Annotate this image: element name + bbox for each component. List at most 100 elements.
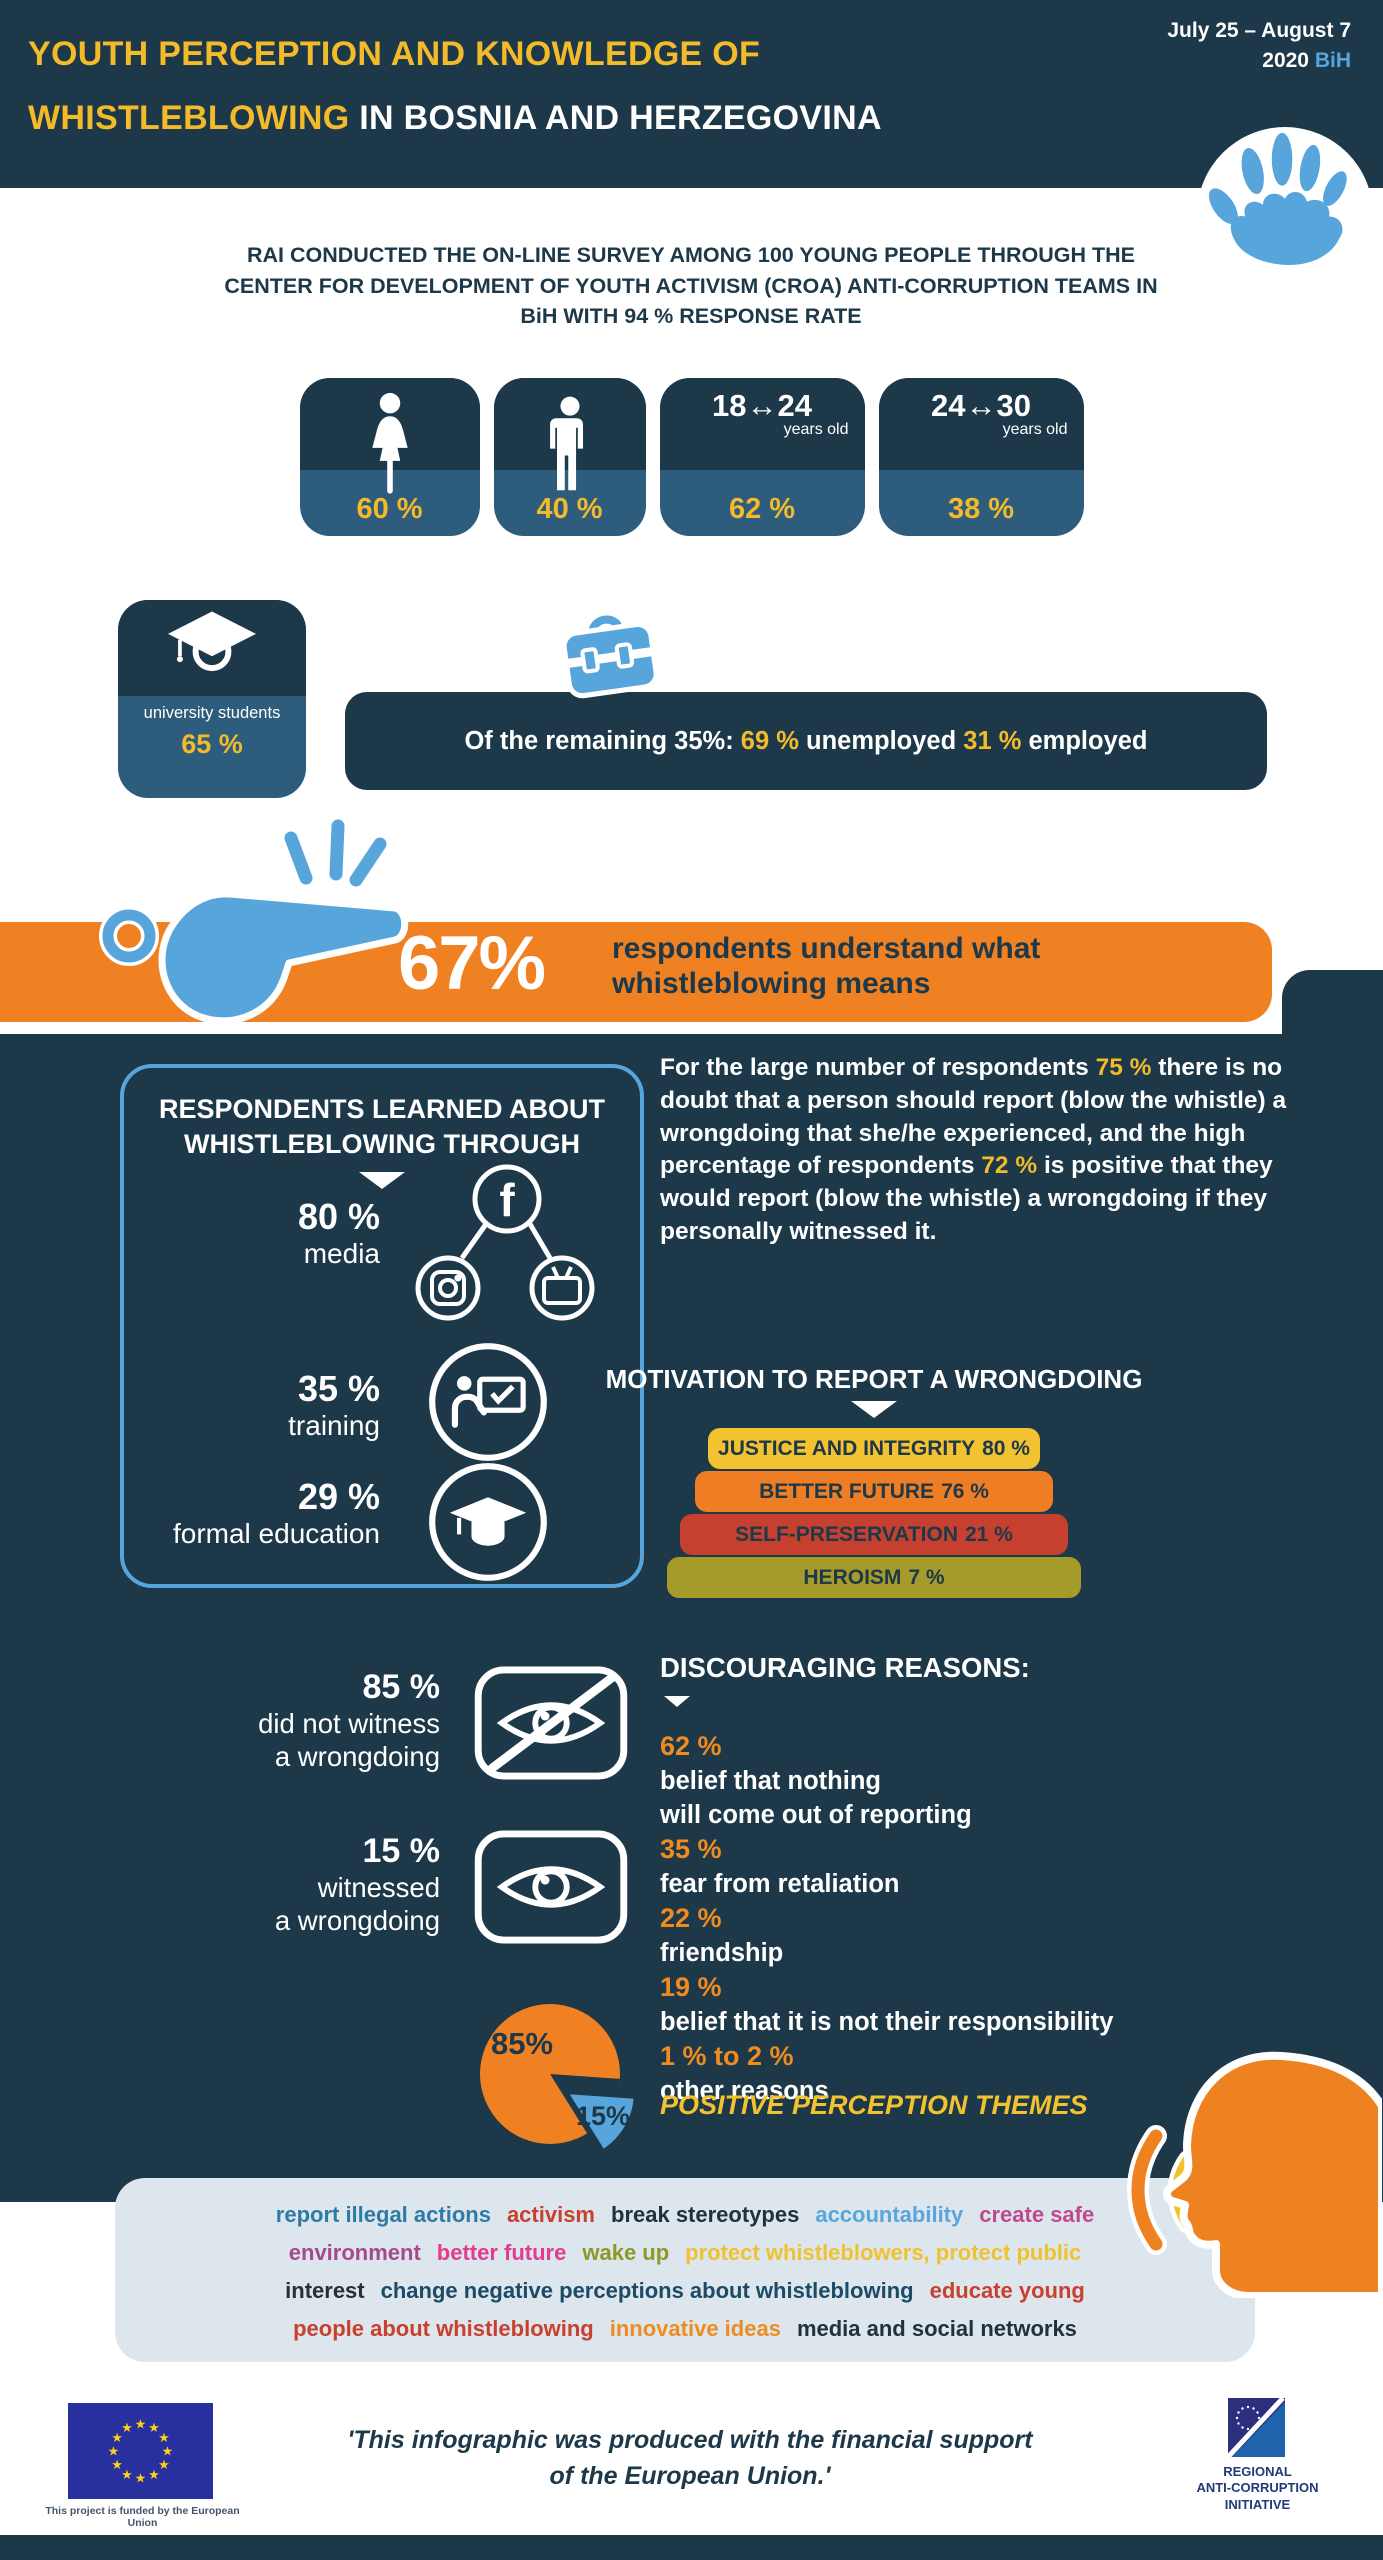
survey-date: July 25 – August 7 2020 BiH <box>1167 16 1351 76</box>
dark-corner <box>1282 970 1383 1034</box>
university-card: university students 65 % <box>118 600 306 798</box>
formal-education-icon <box>426 1460 550 1589</box>
whistle-icon <box>95 816 425 1039</box>
theme-word: educate young <box>929 2278 1085 2303</box>
theme-word: change negative perceptions about whistl… <box>380 2278 914 2303</box>
facebook-icon: f <box>499 1174 515 1226</box>
banner-value: 67% <box>398 921 546 1006</box>
date-year: 2020 <box>1262 49 1315 72</box>
theme-word: innovative ideas <box>609 2316 781 2341</box>
svg-text:★: ★ <box>162 2444 174 2459</box>
page-title: YOUTH PERCEPTION AND KNOWLEDGE OF WHISTL… <box>28 22 882 150</box>
triangle-down-icon <box>664 1696 690 1707</box>
theme-word: accountability <box>815 2202 964 2227</box>
age1-sub: years old <box>783 421 849 438</box>
did-not-witness-value: 85 % <box>362 1668 441 1706</box>
bar-label: SELF-PRESERVATION <box>735 1522 958 1546</box>
bar-label: HEROISM <box>803 1565 902 1589</box>
learned-title-line1: RESPONDENTS LEARNED ABOUT <box>158 1094 606 1124</box>
theme-line-4: people about whistleblowing innovative id… <box>115 2310 1255 2348</box>
item-value: 62 % <box>660 1731 722 1761</box>
motivation-block: MOTIVATION TO REPORT A WRONGDOING JUSTIC… <box>600 1364 1148 1598</box>
svg-text:★: ★ <box>158 2430 170 2445</box>
item-label: belief that it is not their responsibili… <box>660 2008 1114 2036</box>
svg-text:★: ★ <box>135 2417 147 2432</box>
employment-prefix: Of the remaining 35%: <box>464 726 741 755</box>
item-label: other reasons <box>660 2077 829 2105</box>
card-female: 60 % <box>299 378 480 536</box>
theme-line-2: environment better future wake up protect w… <box>115 2234 1255 2272</box>
discouraging-item: 35 % fear from retaliation <box>660 1832 1340 1901</box>
briefcase-icon <box>553 596 665 713</box>
witness-pie-chart: 85% 15% <box>450 1982 670 2199</box>
item-value: 35 % <box>660 1834 722 1864</box>
learned-box: RESPONDENTS LEARNED ABOUT WHISTLEBLOWING… <box>120 1064 644 1588</box>
report-paragraph: For the large number of respondents 75 %… <box>660 1052 1300 1249</box>
female-value: 60 % <box>356 493 423 525</box>
motivation-bar-selfpreservation: SELF-PRESERVATION 21 % <box>680 1514 1068 1555</box>
age1-to: 24 <box>777 388 812 423</box>
item-value: 22 % <box>660 1903 722 1933</box>
rai-line2: ANTI-CORRUPTION <box>1196 2480 1319 2496</box>
svg-text:★: ★ <box>148 2420 160 2435</box>
bar-value: 80 % <box>982 1436 1030 1460</box>
discouraging-item: 22 % friendship <box>660 1901 1340 1970</box>
education-label: formal education <box>172 1518 380 1549</box>
card-age-24-30: 24↔30 years old 38 % <box>878 378 1084 536</box>
positive-themes-title: POSITIVE PERCEPTION THEMES <box>660 2090 1088 2120</box>
left-right-arrow-icon: ↔ <box>965 388 997 423</box>
motivation-bar-justice: JUSTICE AND INTEGRITY 80 % <box>708 1428 1040 1469</box>
did-not-witness-block: 85 % did not witness a wrongdoing <box>130 1668 440 1773</box>
hand-badge <box>1197 127 1373 303</box>
unemployed-value: 69 % <box>740 726 799 755</box>
employed-value: 31 % <box>963 726 1022 755</box>
rai-logo-icon <box>1226 2396 1285 2462</box>
male-icon <box>494 392 646 500</box>
theme-word: environment <box>288 2240 421 2265</box>
triangle-down-icon <box>851 1401 897 1418</box>
svg-text:★: ★ <box>121 2467 133 2482</box>
training-label: training <box>288 1410 380 1441</box>
theme-word: better future <box>436 2240 567 2265</box>
triangle-down-icon <box>359 1172 405 1190</box>
quote-line2: of the European Union.' <box>549 2462 831 2491</box>
theme-word: wake up <box>582 2240 670 2265</box>
item-label: friendship <box>660 1939 784 1967</box>
svg-text:★: ★ <box>111 2430 123 2445</box>
motivation-bar-future: BETTER FUTURE 76 % <box>695 1471 1053 1512</box>
employment-box: Of the remaining 35%: 69 % unemployed 31… <box>345 692 1267 790</box>
learned-title-line2: WHISTLEBLOWING THROUGH <box>184 1129 580 1160</box>
card-age2-top <box>878 378 1084 470</box>
discouraging-block: DISCOURAGING REASONS: 62 % belief that n… <box>660 1652 1340 2108</box>
learned-title: RESPONDENTS LEARNED ABOUT WHISTLEBLOWING… <box>124 1092 640 1162</box>
demographic-cards: 60 % 40 % 18↔24 years old 62 % 24↔30 yea… <box>0 378 1383 536</box>
item-label: will come out of reporting <box>660 1801 972 1829</box>
university-value: 65 % <box>181 729 243 759</box>
intro-text: RAI CONDUCTED THE ON-LINE SURVEY AMONG 1… <box>224 243 1158 329</box>
media-value: 80 % <box>297 1196 380 1237</box>
svg-text:★: ★ <box>158 2457 170 2472</box>
age2-value: 38 % <box>947 493 1015 525</box>
main-section: RESPONDENTS LEARNED ABOUT WHISTLEBLOWING… <box>0 1034 1383 2300</box>
themes-box: report illegal actions activism break ster… <box>115 2178 1255 2362</box>
banner-text: respondents understand what whistleblowi… <box>612 932 1040 1002</box>
para-t3: is positive that they would report (blow… <box>660 1152 1273 1246</box>
unemployed-label: unemployed <box>798 726 964 755</box>
bar-label: JUSTICE AND INTEGRITY <box>718 1436 976 1460</box>
para-t2: there is no doubt that a person should r… <box>660 1054 1287 1180</box>
para-t1: For the large number of respondents <box>660 1054 1096 1081</box>
learned-item-education: 29 % formal education <box>140 1476 380 1550</box>
eu-caption: This project is funded by the European U… <box>45 2505 240 2529</box>
tv-icon <box>542 1266 582 1305</box>
discouraging-item: 62 % belief that nothing will come out o… <box>660 1729 1340 1832</box>
rai-line1: REGIONAL <box>1223 2464 1292 2479</box>
did-not-witness-line2: a wrongdoing <box>274 1741 440 1772</box>
item-label: belief that nothing <box>660 1767 881 1795</box>
theme-line-1: report illegal actions activism break ster… <box>115 2196 1255 2234</box>
eu-flag-icon: ★ ★ ★ ★ ★ ★ ★ ★ ★ ★ ★ ★ <box>68 2403 213 2504</box>
theme-word: activism <box>506 2202 595 2227</box>
date-country: BiH <box>1314 49 1351 72</box>
banner-text-line2: whistleblowing means <box>612 966 931 1000</box>
card-male: 40 % <box>493 378 646 536</box>
discouraging-item: 19 % belief that it is not their respons… <box>660 1970 1340 2039</box>
